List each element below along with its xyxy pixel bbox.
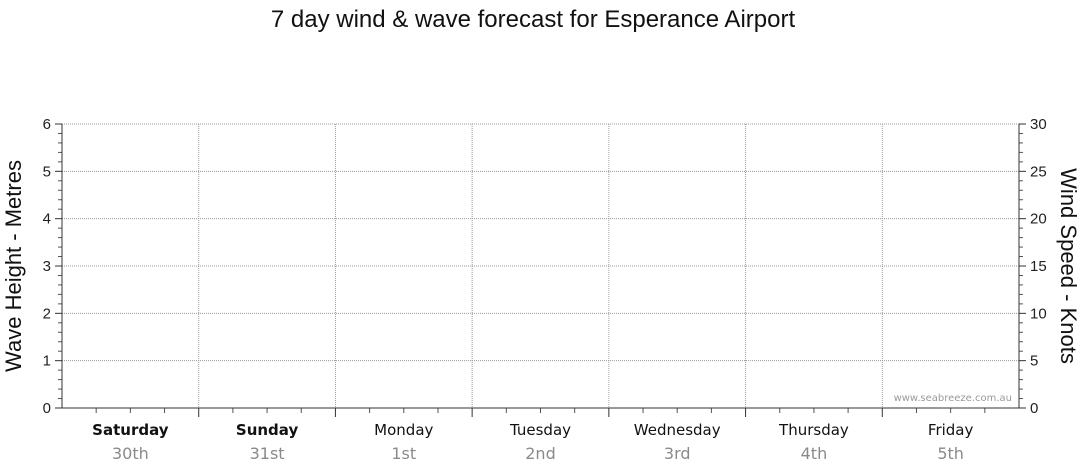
day-date-label: 1st <box>391 444 416 463</box>
day-name-label: Sunday <box>236 421 299 439</box>
ytick-label-left: 1 <box>43 353 51 370</box>
y-axis-label-right: Wind Speed - Knots <box>1056 168 1080 364</box>
day-date-label: 3rd <box>664 444 691 463</box>
day-name-label: Saturday <box>92 421 169 439</box>
ytick-label-left: 4 <box>43 211 51 228</box>
axes-layer <box>55 123 1026 417</box>
ytick-label-left: 5 <box>43 163 51 180</box>
day-name-label: Friday <box>928 421 974 439</box>
ytick-label-left: 2 <box>43 305 51 322</box>
ytick-label-right: 25 <box>1030 163 1047 180</box>
ytick-label-right: 10 <box>1030 305 1047 322</box>
day-date-label: 31st <box>250 444 285 463</box>
day-name-label: Wednesday <box>634 421 721 439</box>
day-name-label: Monday <box>374 421 433 439</box>
day-name-label: Thursday <box>778 421 849 439</box>
ytick-label-right: 30 <box>1030 116 1047 133</box>
labels-layer: 0 01 52 103 154 205 256 30Saturday30thSunday31s… <box>43 116 1047 463</box>
watermark: www.seabreeze.com.au <box>894 393 1012 404</box>
day-date-label: 5th <box>937 444 964 463</box>
chart-title: 7 day wind & wave forecast for Esperance… <box>270 6 796 33</box>
day-date-label: 4th <box>801 444 828 463</box>
ytick-label-right: 15 <box>1030 258 1047 275</box>
grid-layer <box>62 123 1019 408</box>
day-date-label: 2nd <box>525 444 555 463</box>
ytick-label-left: 6 <box>43 116 51 133</box>
ytick-label-left: 0 <box>43 400 51 417</box>
day-name-label: Tuesday <box>509 421 571 439</box>
ytick-label-right: 0 <box>1030 400 1038 417</box>
ytick-label-right: 20 <box>1030 211 1047 228</box>
y-axis-label-left: Wave Height - Metres <box>1 160 26 372</box>
day-date-label: 30th <box>112 444 149 463</box>
ytick-label-right: 5 <box>1030 353 1038 370</box>
ytick-label-left: 3 <box>43 258 51 275</box>
